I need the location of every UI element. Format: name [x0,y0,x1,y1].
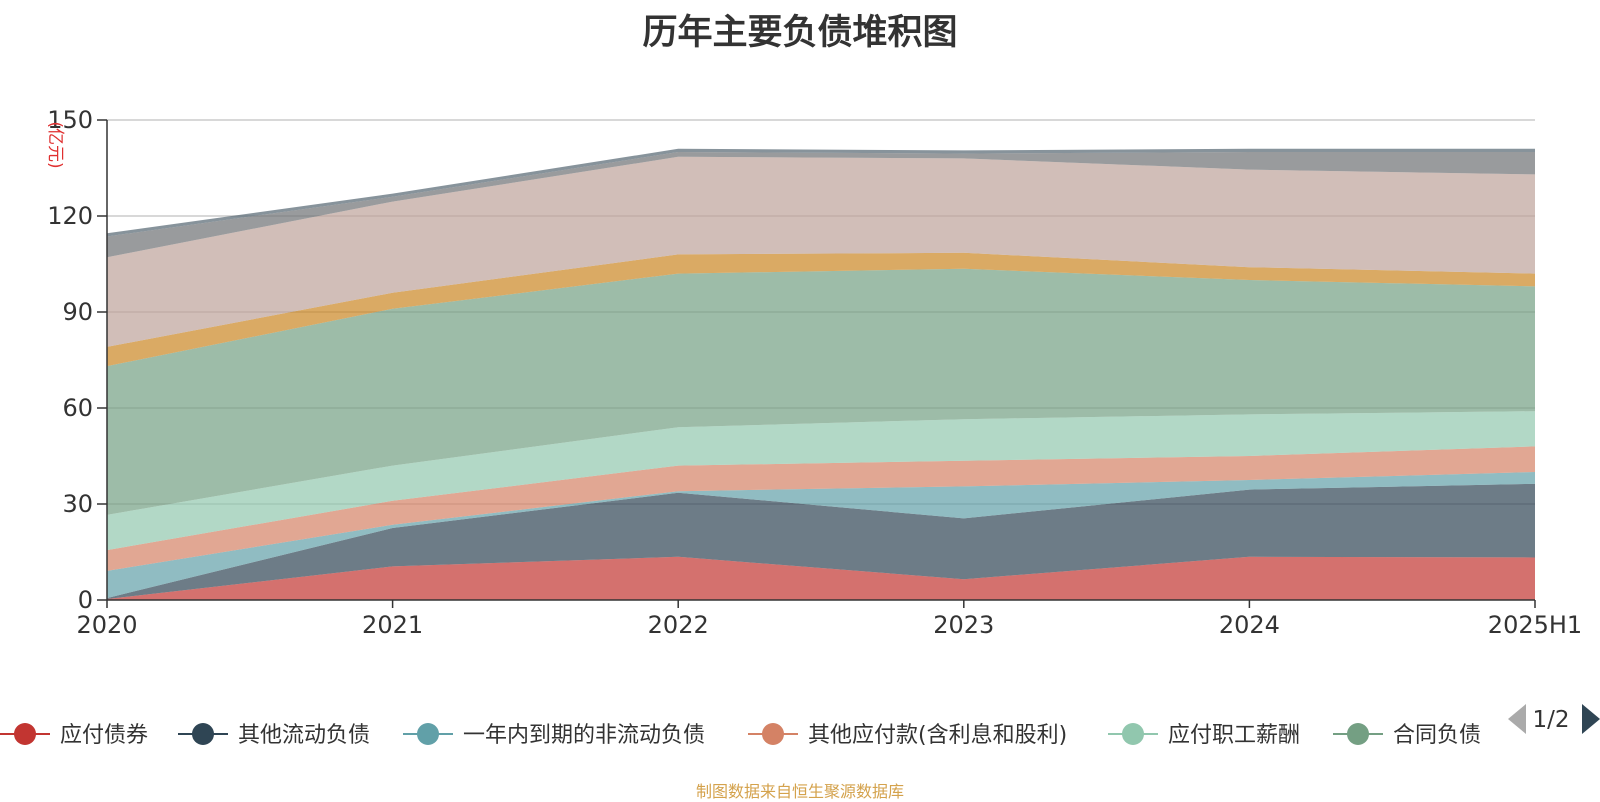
x-tick-label: 2022 [648,611,709,639]
data-source-note: 制图数据来自恒生聚源数据库 [695,782,904,801]
legend-marker-icon [417,723,439,745]
x-tick-label: 2021 [362,611,423,639]
legend-marker-icon [1122,723,1144,745]
chart-title: 历年主要负债堆积图 [642,13,958,53]
legend-marker-icon [192,723,214,745]
y-axis-unit-label: (亿元) [45,121,65,168]
legend-label: 其他流动负债 [238,723,370,748]
legend-pager: 1/2 [1508,704,1600,734]
legend[interactable]: 应付债券 其他流动负债 一年内到期的非流动负债 其他应付款(含利息和股利) 应付职工薪酬… [0,723,1481,748]
legend-marker-icon [1347,723,1369,745]
x-tick-label: 2020 [76,611,137,639]
legend-item[interactable]: 一年内到期的非流动负债 [403,723,705,748]
legend-item[interactable]: 其他流动负债 [178,723,370,748]
y-tick-label: 30 [62,490,93,518]
y-tick-label: 150 [47,106,93,134]
x-tick-label: 2023 [933,611,994,639]
area-series-5 [107,268,1535,515]
legend-label: 应付债券 [60,723,148,748]
legend-marker-icon [762,723,784,745]
legend-label: 合同负债 [1393,723,1481,748]
legend-page-indicator: 1/2 [1532,707,1569,733]
legend-item[interactable]: 合同负债 [1333,723,1481,748]
legend-next-page-icon[interactable] [1582,704,1600,734]
y-tick-label: 90 [62,298,93,326]
y-tick-label: 120 [47,202,93,230]
y-tick-label: 0 [78,586,93,614]
area-series-0 [107,556,1535,600]
area-series-4 [107,411,1535,551]
area-series-3 [107,446,1535,571]
axes: 0 30 60 90 120 150 2020 2021 2022 2023 2024 2025H1 [47,106,1582,639]
legend-item[interactable]: 其他应付款(含利息和股利) [748,723,1067,748]
x-tick-label: 2024 [1219,611,1280,639]
area-series-8 [107,152,1535,258]
legend-marker-icon [14,723,36,745]
area-series-2 [107,472,1535,599]
legend-item[interactable]: 应付债券 [0,723,148,748]
x-tick-label: 2025H1 [1488,611,1582,639]
legend-label: 应付职工薪酬 [1168,723,1300,748]
legend-prev-page-icon[interactable] [1508,704,1526,734]
legend-label: 其他应付款(含利息和股利) [808,723,1067,748]
area-series-1 [107,483,1535,600]
legend-item[interactable]: 应付职工薪酬 [1108,723,1300,748]
y-tick-label: 60 [62,394,93,422]
area-series-layer [107,148,1535,600]
legend-label: 一年内到期的非流动负债 [463,723,705,748]
area-series-7 [107,156,1535,347]
